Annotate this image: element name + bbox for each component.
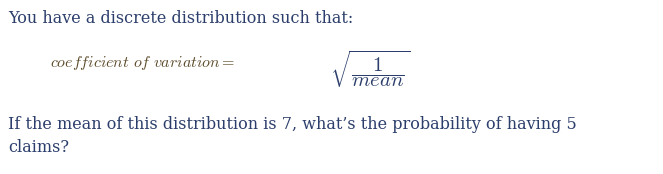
Text: claims?: claims?	[8, 139, 69, 156]
Text: $\sqrt{\dfrac{1}{\mathit{mean}}}$: $\sqrt{\dfrac{1}{\mathit{mean}}}$	[330, 49, 410, 90]
Text: You have a discrete distribution such that:: You have a discrete distribution such th…	[8, 10, 353, 27]
Text: If the mean of this distribution is 7, what’s the probability of having 5: If the mean of this distribution is 7, w…	[8, 116, 577, 133]
Text: $\mathit{coefficient\ of\ variation} =$: $\mathit{coefficient\ of\ variation} =$	[50, 54, 235, 72]
